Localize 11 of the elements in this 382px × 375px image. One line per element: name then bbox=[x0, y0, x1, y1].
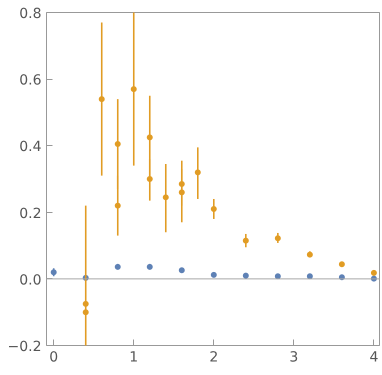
x-tick-label: 2 bbox=[209, 350, 218, 366]
y-tick-label: 0.4 bbox=[19, 139, 42, 156]
y-tick-label: 0.6 bbox=[19, 72, 42, 89]
x-tick-label: 1 bbox=[129, 350, 138, 366]
y-tick-label: 0.8 bbox=[19, 6, 42, 22]
x-tick-label: 4 bbox=[369, 350, 378, 366]
y-tick-label: −0.2 bbox=[8, 339, 42, 355]
x-tick-label: 0 bbox=[49, 350, 58, 366]
y-tick-label: 0.2 bbox=[19, 206, 42, 222]
y-tick-label: 0.0 bbox=[19, 272, 42, 288]
x-tick-label: 3 bbox=[289, 350, 298, 366]
